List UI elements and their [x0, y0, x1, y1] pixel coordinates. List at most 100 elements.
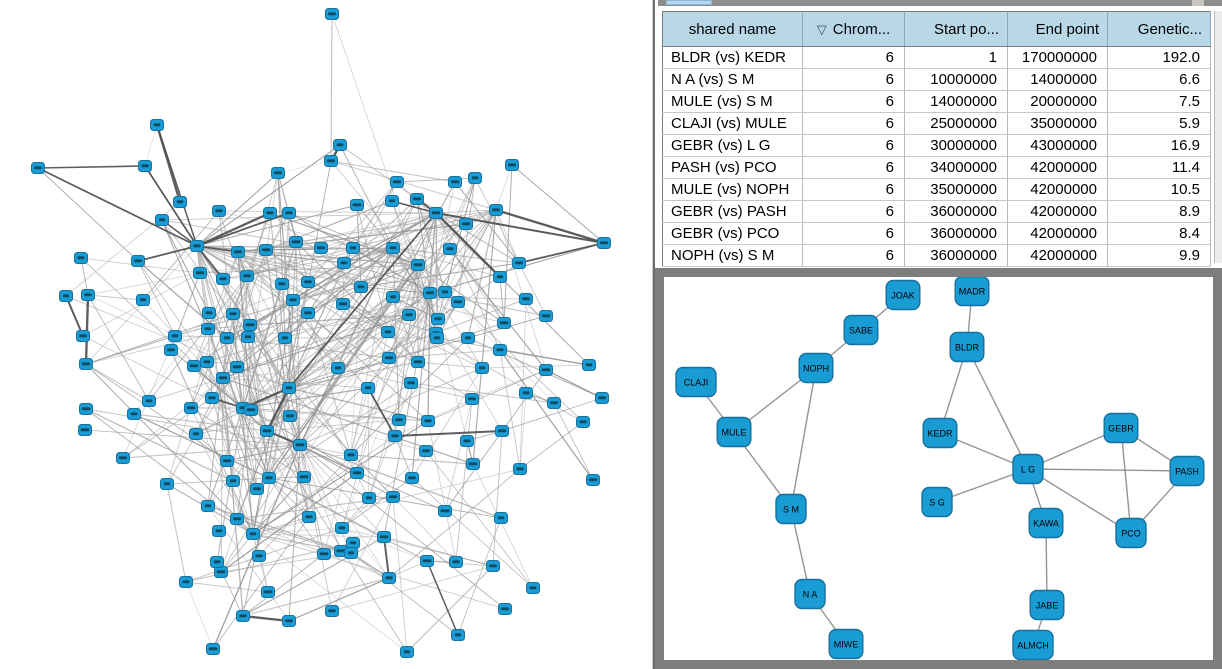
- network-node[interactable]: [489, 204, 503, 216]
- network-node-almch[interactable]: ALMCH: [1012, 629, 1054, 660]
- network-node[interactable]: [184, 402, 198, 414]
- network-node[interactable]: [205, 392, 219, 404]
- network-node[interactable]: [164, 344, 178, 356]
- network-node[interactable]: [410, 193, 424, 205]
- network-node[interactable]: [350, 199, 364, 211]
- network-node[interactable]: [150, 119, 164, 131]
- network-node[interactable]: [282, 615, 296, 627]
- network-node[interactable]: [337, 257, 351, 269]
- network-node[interactable]: [423, 287, 437, 299]
- network-node[interactable]: [382, 352, 396, 364]
- network-node[interactable]: [226, 475, 240, 487]
- column-header-0[interactable]: shared name: [662, 11, 803, 47]
- network-node[interactable]: [466, 458, 480, 470]
- network-node[interactable]: [497, 317, 511, 329]
- network-node[interactable]: [459, 218, 473, 230]
- table-row[interactable]: CLAJI (vs) MULE 6 25000000 35000000 5.9: [662, 112, 1211, 135]
- network-node[interactable]: [193, 267, 207, 279]
- network-node[interactable]: [331, 362, 345, 374]
- table-row[interactable]: GEBR (vs) PASH 6 36000000 42000000 8.9: [662, 200, 1211, 223]
- network-node[interactable]: [386, 291, 400, 303]
- network-node[interactable]: [252, 550, 266, 562]
- network-node[interactable]: [250, 483, 264, 495]
- network-node[interactable]: [189, 428, 203, 440]
- network-node[interactable]: [131, 255, 145, 267]
- network-node[interactable]: [390, 176, 404, 188]
- network-node[interactable]: [216, 273, 230, 285]
- table-cell[interactable]: 170000000: [1007, 46, 1108, 69]
- network-node-s-m[interactable]: S M: [775, 493, 807, 525]
- table-cell[interactable]: PASH (vs) PCO: [662, 156, 803, 179]
- table-cell[interactable]: 11.4: [1107, 156, 1211, 179]
- network-node[interactable]: [231, 246, 245, 258]
- table-cell[interactable]: 42000000: [1007, 178, 1108, 201]
- network-node-noph[interactable]: NOPH: [798, 352, 834, 384]
- network-node[interactable]: [386, 242, 400, 254]
- network-node[interactable]: [385, 195, 399, 207]
- table-cell[interactable]: 6: [802, 244, 905, 267]
- network-node[interactable]: [206, 643, 220, 655]
- table-cell[interactable]: 42000000: [1007, 244, 1108, 267]
- network-node[interactable]: [31, 162, 45, 174]
- network-node[interactable]: [246, 528, 260, 540]
- network-node-claji[interactable]: CLAJI: [675, 366, 717, 398]
- network-node[interactable]: [362, 492, 376, 504]
- network-node[interactable]: [260, 425, 274, 437]
- table-cell[interactable]: 6.6: [1107, 68, 1211, 91]
- network-node[interactable]: [212, 205, 226, 217]
- network-node[interactable]: [127, 408, 141, 420]
- network-node[interactable]: [586, 474, 600, 486]
- overview-network-canvas[interactable]: [0, 0, 655, 669]
- network-node[interactable]: [438, 505, 452, 517]
- network-node[interactable]: [361, 382, 375, 394]
- network-node[interactable]: [431, 313, 445, 325]
- network-node[interactable]: [597, 237, 611, 249]
- filter-icon[interactable]: ▽: [816, 21, 827, 37]
- table-cell[interactable]: 6: [802, 178, 905, 201]
- table-cell[interactable]: 192.0: [1107, 46, 1211, 69]
- table-cell[interactable]: 36000000: [904, 222, 1008, 245]
- network-node[interactable]: [314, 242, 328, 254]
- network-node[interactable]: [346, 537, 360, 549]
- network-node[interactable]: [498, 603, 512, 615]
- table-cell[interactable]: 6: [802, 46, 905, 69]
- network-node[interactable]: [595, 392, 609, 404]
- network-node[interactable]: [460, 435, 474, 447]
- network-node[interactable]: [519, 387, 533, 399]
- network-node[interactable]: [214, 566, 228, 578]
- table-cell[interactable]: MULE (vs) NOPH: [662, 178, 803, 201]
- column-header-4[interactable]: Genetic...: [1107, 11, 1211, 47]
- network-node-bldr[interactable]: BLDR: [949, 331, 985, 363]
- table-cell[interactable]: GEBR (vs) PCO: [662, 222, 803, 245]
- table-cell[interactable]: N A (vs) S M: [662, 68, 803, 91]
- network-node[interactable]: [210, 556, 224, 568]
- network-node[interactable]: [244, 404, 258, 416]
- network-node-joak[interactable]: JOAK: [885, 279, 921, 311]
- network-node-sabe[interactable]: SABE: [843, 314, 879, 346]
- table-cell[interactable]: 8.9: [1107, 200, 1211, 223]
- network-node[interactable]: [293, 439, 307, 451]
- network-node[interactable]: [282, 382, 296, 394]
- table-cell[interactable]: 1: [904, 46, 1008, 69]
- network-node[interactable]: [302, 511, 316, 523]
- network-node[interactable]: [301, 276, 315, 288]
- network-node[interactable]: [212, 525, 226, 537]
- network-node[interactable]: [539, 364, 553, 376]
- network-node[interactable]: [262, 472, 276, 484]
- table-cell[interactable]: 6: [802, 134, 905, 157]
- table-cell[interactable]: 6: [802, 156, 905, 179]
- network-node[interactable]: [519, 293, 533, 305]
- network-node[interactable]: [155, 214, 169, 226]
- column-header-1[interactable]: ▽ Chrom...: [802, 11, 905, 47]
- network-node[interactable]: [81, 289, 95, 301]
- network-node[interactable]: [325, 8, 339, 20]
- table-cell[interactable]: 6: [802, 68, 905, 91]
- table-cell[interactable]: GEBR (vs) PASH: [662, 200, 803, 223]
- network-node[interactable]: [402, 309, 416, 321]
- network-node[interactable]: [465, 393, 479, 405]
- network-node[interactable]: [411, 259, 425, 271]
- table-cell[interactable]: GEBR (vs) L G: [662, 134, 803, 157]
- table-cell[interactable]: 20000000: [1007, 90, 1108, 113]
- table-cell[interactable]: 25000000: [904, 112, 1008, 135]
- table-cell[interactable]: 6: [802, 222, 905, 245]
